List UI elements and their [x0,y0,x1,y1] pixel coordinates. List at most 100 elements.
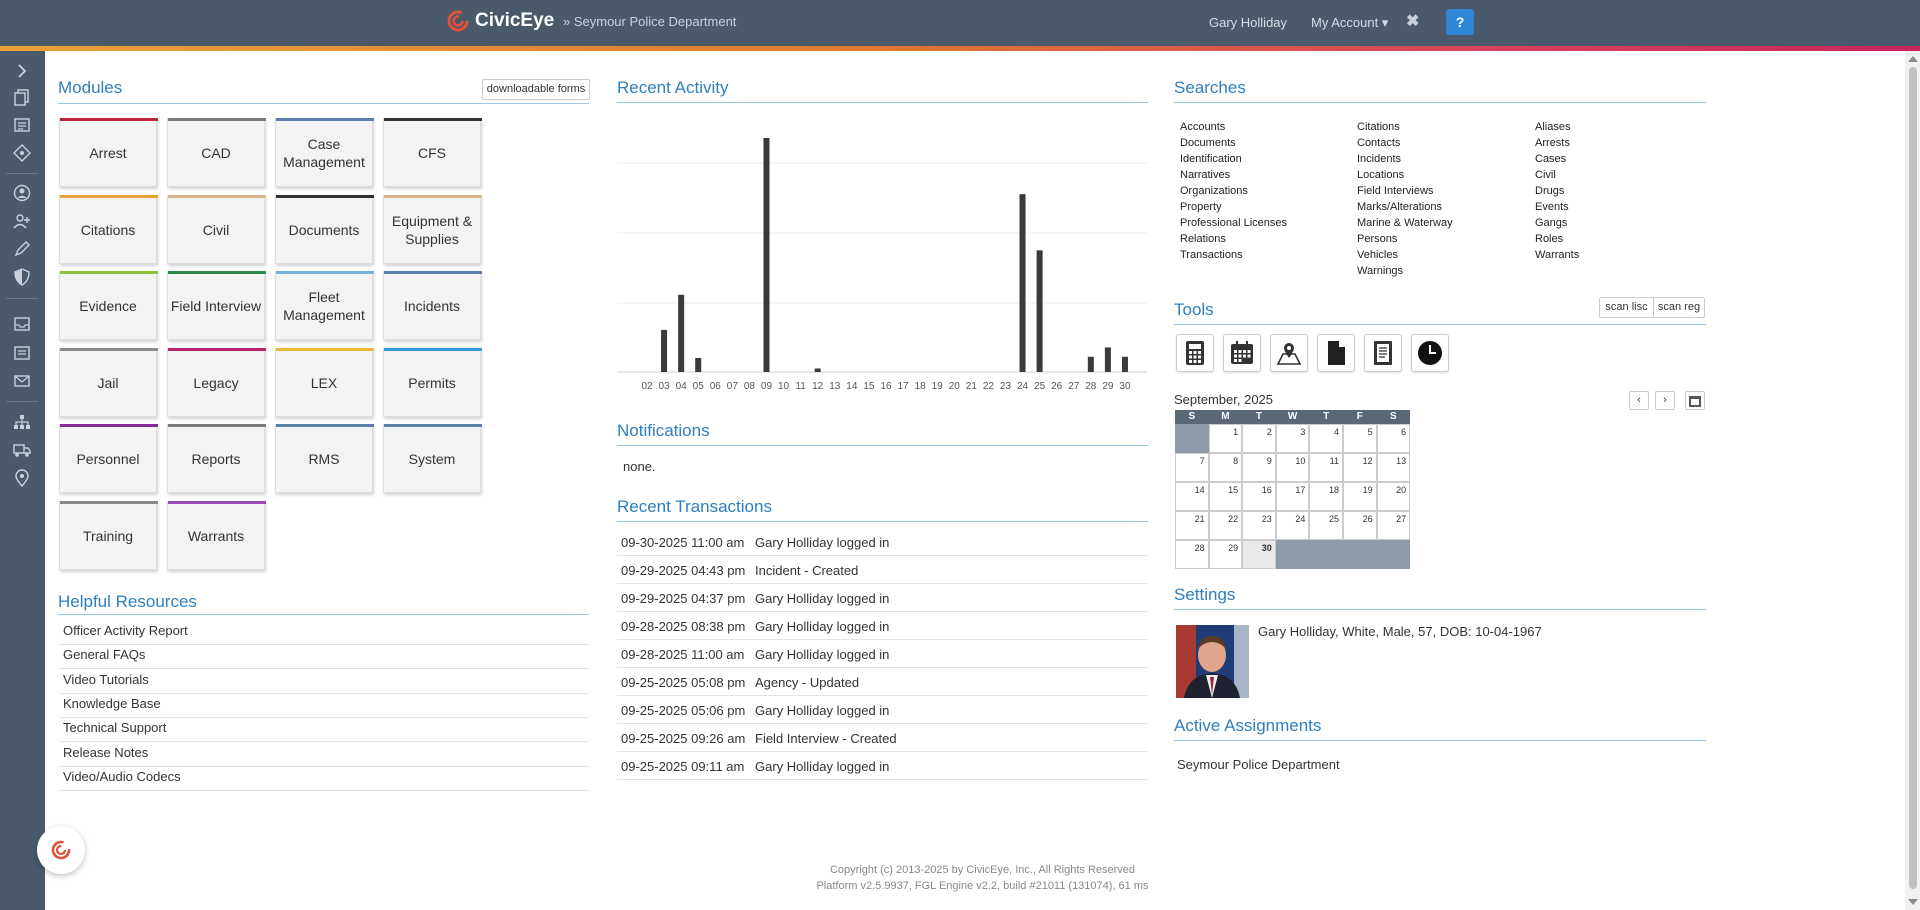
search-link[interactable]: Property [1180,201,1222,213]
chart-bar[interactable] [763,138,770,372]
search-link[interactable]: Marine & Waterway [1357,217,1453,229]
calendar-tool-button[interactable] [1223,334,1261,372]
calendar-next-button[interactable]: › [1655,391,1675,410]
calendar-day-cell[interactable]: 6 [1376,424,1411,453]
module-tile[interactable]: Arrest [59,118,158,187]
search-link[interactable]: Gangs [1535,217,1568,229]
calendar-day-cell[interactable]: 16 [1242,482,1276,511]
search-link[interactable]: Relations [1180,233,1226,245]
truck-icon[interactable] [13,441,31,459]
search-link[interactable]: Aliases [1535,121,1571,133]
tag-icon[interactable] [13,144,31,162]
calendar-day-cell[interactable]: 13 [1376,453,1411,482]
calendar-day-cell[interactable]: 28 [1175,540,1209,569]
file-tool-button[interactable] [1317,334,1355,372]
module-tile[interactable]: Reports [167,424,266,493]
resource-link[interactable]: Video Tutorials [59,670,589,694]
user-name-link[interactable]: Gary Holliday [1209,15,1288,30]
search-link[interactable]: Persons [1357,233,1398,245]
list-icon[interactable] [13,116,31,134]
map-tool-button[interactable] [1270,334,1308,372]
downloadable-forms-button[interactable]: downloadable forms [482,79,590,100]
chevron-right-icon[interactable] [13,62,31,80]
module-tile[interactable]: Documents [275,195,374,264]
copy-icon[interactable] [13,88,31,106]
scan-lisc-button[interactable]: scan lisc [1599,297,1654,318]
search-link[interactable]: Incidents [1357,153,1402,165]
mail-icon[interactable] [13,372,31,390]
transaction-row[interactable]: 09-29-2025 04:43 pm Incident - Created [617,556,1147,584]
hierarchy-icon[interactable] [13,413,31,431]
module-tile[interactable]: System [383,424,482,493]
resource-link[interactable]: Officer Activity Report [59,621,589,645]
search-link[interactable]: Identification [1180,153,1242,165]
my-account-menu[interactable]: My Account ▾ [1311,15,1389,30]
chart-bar[interactable] [678,294,685,372]
calendar-day-cell[interactable]: 25 [1309,511,1343,540]
chart-bar[interactable] [814,368,821,372]
close-icon[interactable]: ✖ [1406,13,1420,30]
calendar-day-cell[interactable]: 12 [1343,453,1377,482]
calendar-day-cell[interactable]: 22 [1208,511,1243,540]
shield-icon[interactable] [13,268,31,286]
module-tile[interactable]: Citations [59,195,158,264]
department-breadcrumb[interactable]: » Seymour Police Department [563,14,737,29]
search-link[interactable]: Events [1535,201,1569,213]
user-circle-icon[interactable] [13,184,31,202]
brand[interactable]: CivicEye [447,10,554,32]
search-link[interactable]: Contacts [1357,137,1401,149]
search-link[interactable]: Warnings [1357,265,1404,277]
search-link[interactable]: Field Interviews [1357,185,1434,197]
calendar-day-cell[interactable]: 8 [1208,453,1243,482]
transaction-row[interactable]: 09-25-2025 05:08 pm Agency - Updated [617,668,1147,696]
calendar-day-cell[interactable]: 7 [1175,453,1209,482]
transaction-row[interactable]: 09-28-2025 08:38 pm Gary Holliday logged … [617,612,1147,640]
calendar-day-cell[interactable]: 4 [1309,424,1343,453]
module-tile[interactable]: Fleet Management [275,271,374,340]
search-link[interactable]: Arrests [1535,137,1570,149]
chart-bar[interactable] [1019,194,1026,372]
search-link[interactable]: Transactions [1180,249,1243,261]
help-button[interactable]: ? [1446,9,1474,35]
scroll-up-arrow-icon[interactable] [1908,56,1918,62]
chart-bar[interactable] [661,329,668,372]
module-tile[interactable]: CFS [383,118,482,187]
calendar-day-cell[interactable]: 17 [1275,482,1310,511]
chart-bar[interactable] [1036,250,1043,372]
chart-bar[interactable] [1121,356,1128,372]
scroll-down-arrow-icon[interactable] [1908,899,1918,905]
inbox-icon[interactable] [13,315,31,333]
calendar-day-cell[interactable]: 3 [1275,424,1310,453]
calendar-day-cell[interactable]: 2 [1242,424,1276,453]
resource-link[interactable]: Knowledge Base [59,694,589,718]
scroll-thumb[interactable] [1909,67,1917,889]
resource-link[interactable]: Release Notes [59,743,589,767]
transaction-row[interactable]: 09-28-2025 11:00 am Gary Holliday logged … [617,640,1147,668]
calendar-day-cell[interactable]: 5 [1343,424,1377,453]
module-tile[interactable]: Warrants [167,501,266,570]
calendar-day-cell[interactable]: 27 [1376,511,1411,540]
scan-reg-button[interactable]: scan reg [1653,297,1705,318]
module-tile[interactable]: Legacy [167,348,266,417]
module-tile[interactable]: Civil [167,195,266,264]
search-link[interactable]: Documents [1180,137,1236,149]
module-tile[interactable]: Permits [383,348,482,417]
calendar-day-cell[interactable]: 26 [1343,511,1377,540]
map-pin-icon[interactable] [13,469,31,487]
module-tile[interactable]: Training [59,501,158,570]
chart-bar[interactable] [1087,356,1094,372]
calendar-day-cell[interactable]: 21 [1175,511,1209,540]
civiceye-assistant-button[interactable] [37,826,85,874]
module-tile[interactable]: RMS [275,424,374,493]
transaction-row[interactable]: 09-29-2025 04:37 pm Gary Holliday logged … [617,584,1147,612]
module-tile[interactable]: Personnel [59,424,158,493]
calendar-day-cell[interactable]: 20 [1376,482,1411,511]
module-tile[interactable]: Field Interview [167,271,266,340]
calculator-tool-button[interactable] [1176,334,1214,372]
chart-bar[interactable] [695,357,702,372]
module-tile[interactable]: Evidence [59,271,158,340]
search-link[interactable]: Narratives [1180,169,1231,181]
calendar-day-cell[interactable]: 18 [1309,482,1343,511]
calendar-picker-button[interactable] [1685,391,1705,410]
calendar-day-cell[interactable]: 30 [1242,540,1276,569]
